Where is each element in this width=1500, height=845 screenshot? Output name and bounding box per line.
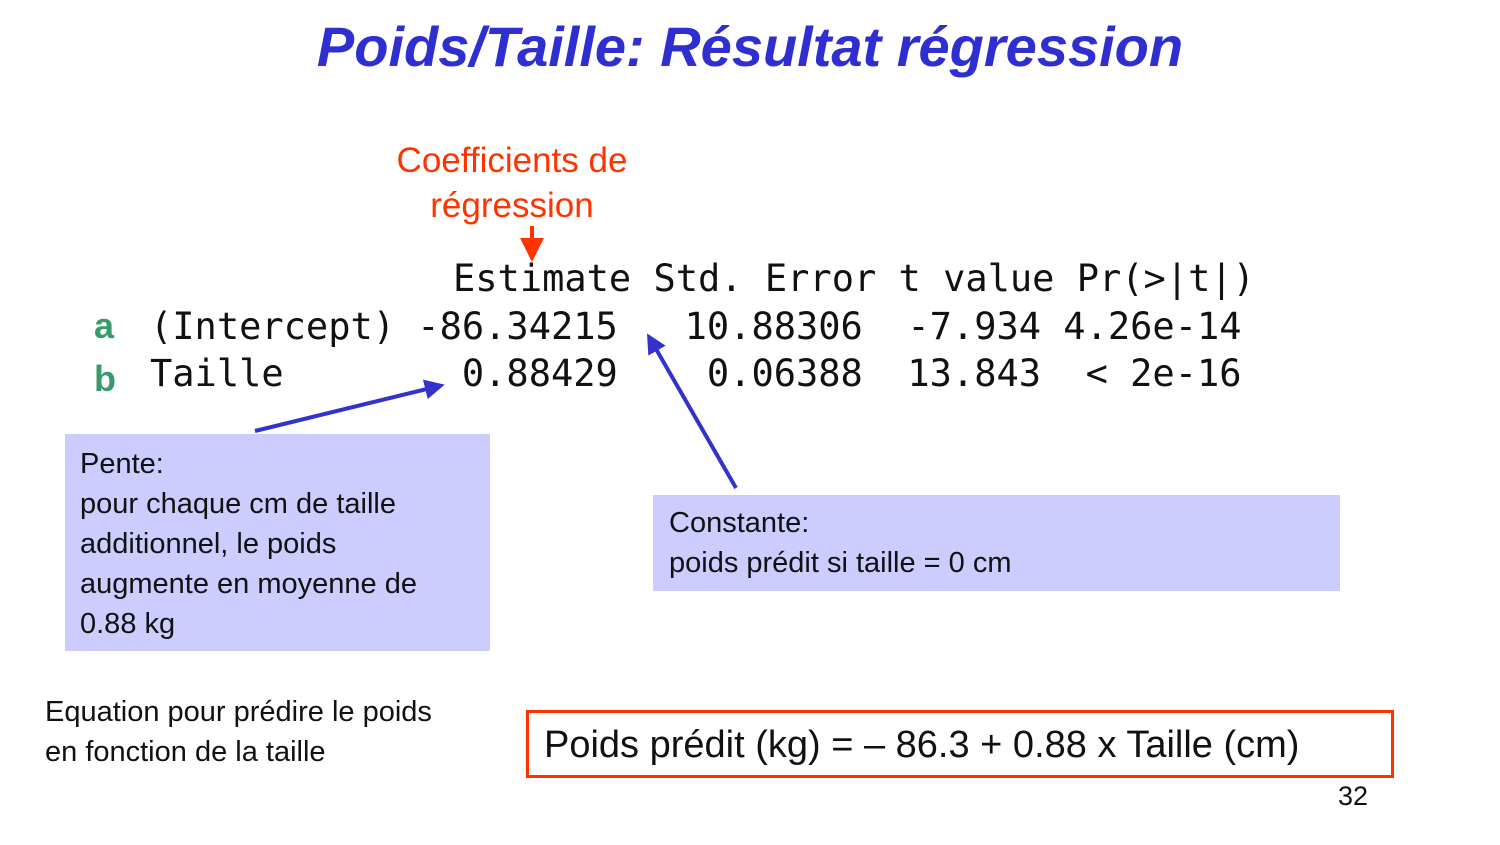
table-row-taille: Taille 0.88429 0.06388 13.843 < 2e-16 [150, 352, 1242, 395]
equation-caption: Equation pour prédire le poids en foncti… [45, 692, 432, 772]
pente-line-3: additionnel, le poids [80, 528, 337, 560]
table-header: Estimate Std. Error t value Pr(>|t|) [453, 257, 1255, 300]
row-letter-a: a [94, 305, 115, 346]
constante-line-2: poids prédit si taille = 0 cm [669, 547, 1012, 579]
coefficients-label: Coefficients de régression [362, 138, 662, 228]
pente-line-5: 0.88 kg [80, 608, 176, 640]
page-number: 32 [1338, 781, 1369, 811]
pente-line-1: Pente: [80, 448, 164, 480]
equation-caption-line-1: Equation pour prédire le poids [45, 696, 432, 728]
slide-title: Poids/Taille: Résultat régression [316, 15, 1184, 78]
pente-line-4: augmente en moyenne de [80, 568, 417, 600]
pente-line-2: pour chaque cm de taille [80, 488, 396, 520]
constante-line-1: Constante: [669, 507, 810, 539]
row-letter-b: b [94, 358, 116, 399]
constante-callout: Constante: poids prédit si taille = 0 cm [653, 495, 1340, 591]
coefficients-label-line-2: régression [430, 186, 594, 225]
pente-callout: Pente: pour chaque cm de taille addition… [65, 434, 490, 651]
equation-box: Poids prédit (kg) = – 86.3 + 0.88 x Tail… [526, 710, 1394, 778]
table-row-intercept: (Intercept) -86.34215 10.88306 -7.934 4.… [150, 305, 1242, 348]
equation-caption-line-2: en fonction de la taille [45, 736, 326, 768]
coefficients-label-line-1: Coefficients de [396, 141, 628, 180]
